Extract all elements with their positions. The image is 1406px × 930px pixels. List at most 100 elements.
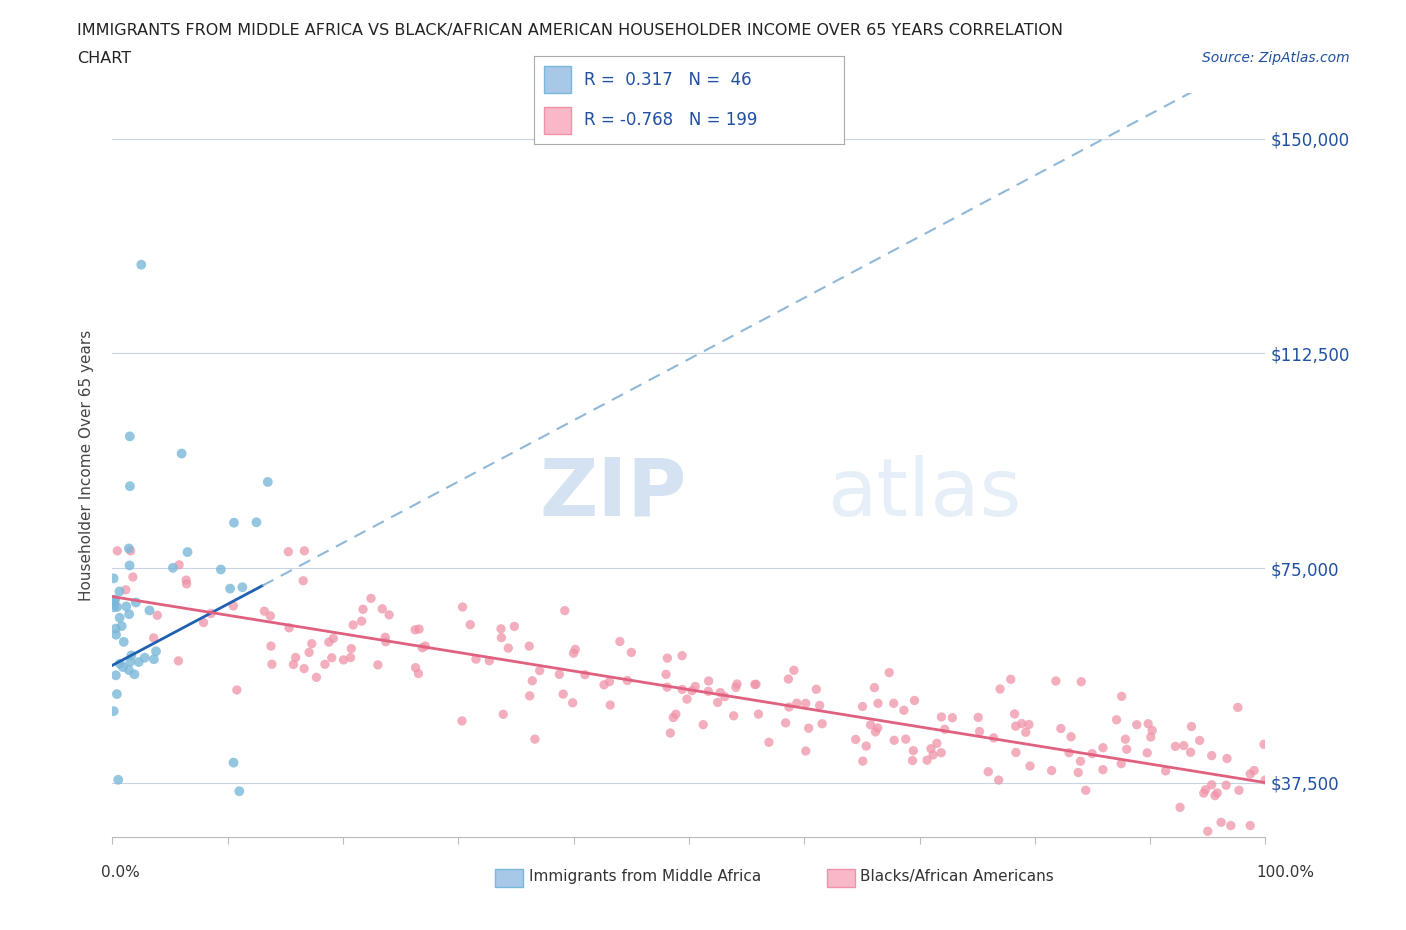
Point [609, 634, 631, 649]
Point [877, 665, 900, 680]
Point [1197, 824, 1219, 839]
Text: R = -0.768   N = 199: R = -0.768 N = 199 [583, 112, 758, 129]
Point [342, 618, 364, 632]
Point [1140, 723, 1163, 737]
Point [108, 584, 131, 599]
Point [1201, 748, 1223, 763]
Point [548, 667, 571, 682]
Point [1243, 763, 1265, 777]
Point [845, 732, 868, 747]
Point [725, 676, 748, 691]
Point [200, 606, 222, 621]
Point [228, 784, 250, 799]
Point [174, 573, 197, 588]
Point [321, 650, 343, 665]
Point [176, 577, 198, 591]
Point [146, 608, 169, 623]
Point [561, 696, 583, 711]
Point [1211, 815, 1233, 830]
Point [104, 592, 127, 607]
Point [977, 764, 1000, 779]
Point [103, 600, 125, 615]
Text: Blacks/African Americans: Blacks/African Americans [860, 870, 1054, 884]
Point [620, 645, 643, 660]
Text: Immigrants from Middle Africa: Immigrants from Middle Africa [529, 870, 761, 884]
Point [260, 639, 283, 654]
Point [1074, 783, 1097, 798]
Point [260, 657, 283, 671]
Point [1018, 717, 1040, 732]
Point [283, 657, 305, 671]
Point [1081, 746, 1104, 761]
Point [709, 685, 731, 700]
Point [193, 615, 215, 630]
Point [883, 733, 905, 748]
Point [1000, 671, 1022, 686]
Point [360, 591, 382, 605]
Point [465, 652, 488, 667]
Point [655, 667, 678, 682]
Point [866, 696, 889, 711]
Point [1164, 739, 1187, 754]
Point [111, 618, 134, 633]
Point [1011, 716, 1033, 731]
Point [778, 671, 800, 686]
Point [778, 699, 800, 714]
Point [107, 772, 129, 787]
Point [1194, 782, 1216, 797]
Point [103, 592, 125, 607]
Point [404, 622, 426, 637]
Point [1180, 745, 1202, 760]
Point [1091, 763, 1114, 777]
Point [1168, 800, 1191, 815]
Point [758, 735, 780, 750]
Point [1019, 759, 1042, 774]
Point [811, 716, 834, 731]
Point [125, 595, 148, 610]
Point [1050, 721, 1073, 736]
Point [1239, 818, 1261, 833]
Point [599, 698, 621, 712]
Point [987, 773, 1010, 788]
Point [103, 571, 125, 586]
Point [1109, 756, 1132, 771]
Point [522, 673, 544, 688]
Point [797, 721, 820, 736]
Text: atlas: atlas [827, 455, 1022, 533]
Point [176, 545, 198, 560]
Point [883, 696, 905, 711]
Point [259, 608, 281, 623]
Point [1105, 712, 1128, 727]
Point [1180, 719, 1202, 734]
Point [676, 692, 699, 707]
Point [745, 677, 768, 692]
Point [903, 693, 925, 708]
Point [692, 717, 714, 732]
Point [115, 599, 138, 614]
Point [922, 748, 945, 763]
Point [118, 541, 141, 556]
Point [105, 628, 128, 643]
Point [138, 603, 160, 618]
Point [105, 686, 128, 701]
Point [852, 753, 875, 768]
Point [969, 724, 991, 739]
Point [1188, 733, 1211, 748]
Point [665, 707, 688, 722]
Point [657, 651, 679, 666]
Point [529, 663, 551, 678]
Point [118, 429, 141, 444]
Y-axis label: Householder Income Over 65 years: Householder Income Over 65 years [79, 329, 94, 601]
Point [1227, 783, 1250, 798]
Point [108, 657, 131, 671]
Point [706, 695, 728, 710]
Point [574, 667, 596, 682]
Point [367, 658, 389, 672]
Point [225, 683, 247, 698]
Point [332, 653, 354, 668]
Point [744, 677, 766, 692]
Point [222, 599, 245, 614]
Point [1004, 719, 1026, 734]
Point [554, 604, 576, 618]
Point [523, 732, 546, 747]
